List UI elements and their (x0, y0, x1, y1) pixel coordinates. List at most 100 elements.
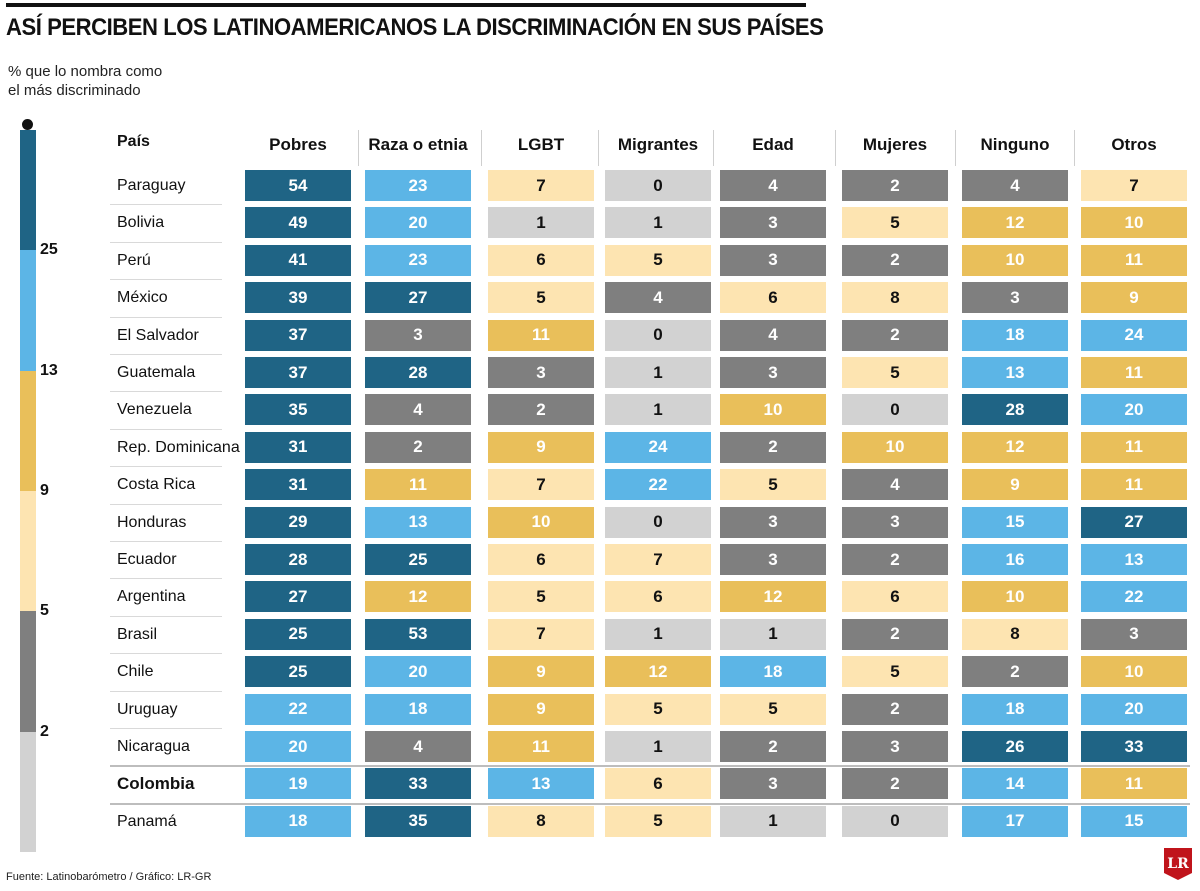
highlight-separator (110, 802, 1190, 805)
legend-segment (20, 250, 36, 371)
value-cell: 28 (962, 394, 1068, 426)
value-cell: 15 (962, 506, 1068, 538)
value-cell: 20 (1081, 394, 1187, 426)
value-cell: 35 (365, 805, 471, 837)
value-cell: 22 (605, 469, 711, 501)
legend-tick-label: 9 (40, 482, 49, 499)
value-cell: 13 (1081, 544, 1187, 575)
value-cell: 4 (720, 170, 826, 201)
value-cell: 3 (720, 244, 826, 276)
value-cell: 8 (842, 282, 948, 314)
value-cell: 29 (245, 506, 351, 538)
value-cell: 0 (605, 170, 711, 201)
country-label: Nicaragua (117, 738, 190, 755)
country-label: Uruguay (117, 700, 178, 718)
value-cell: 10 (488, 506, 594, 538)
value-cell: 18 (720, 656, 826, 688)
legend-segment (20, 611, 36, 732)
value-cell: 4 (842, 469, 948, 501)
value-cell: 9 (488, 431, 594, 463)
country-label: Chile (117, 663, 154, 681)
value-cell: 1 (605, 394, 711, 426)
chart-title: ASÍ PERCIBEN LOS LATINOAMERICANOS LA DIS… (6, 14, 824, 41)
legend-tick-label: 2 (40, 722, 49, 740)
country-label: Bolivia (117, 214, 165, 232)
value-cell: 25 (245, 618, 351, 650)
lr-logo: LR (1164, 848, 1192, 880)
row-separator (110, 204, 222, 206)
value-cell: 5 (605, 244, 711, 276)
value-cell: 10 (962, 244, 1068, 276)
row-separator (110, 428, 222, 430)
value-cell: 2 (842, 244, 948, 276)
value-cell: 22 (245, 693, 351, 725)
value-cell: 18 (245, 805, 351, 837)
column-header: Edad (752, 135, 794, 154)
value-cell: 25 (365, 544, 471, 575)
column-separator (598, 130, 599, 166)
value-cell: 18 (962, 319, 1068, 351)
country-label: Venezuela (117, 401, 192, 419)
legend-tick-label: 5 (40, 602, 49, 620)
value-cell: 9 (962, 469, 1068, 501)
value-cell: 27 (1081, 506, 1187, 538)
value-cell: 3 (720, 768, 826, 800)
country-label: El Salvador (117, 326, 199, 344)
legend-title-line1: % que lo nombra como (8, 63, 163, 80)
country-label: Rep. Dominicana (117, 438, 240, 456)
row-separator (110, 653, 222, 655)
row-separator (110, 241, 222, 243)
value-cell: 1 (488, 207, 594, 239)
value-cell: 12 (962, 207, 1068, 239)
value-cell: 26 (962, 731, 1068, 762)
value-cell: 31 (245, 431, 351, 463)
value-cell: 5 (605, 805, 711, 837)
value-cell: 10 (842, 431, 948, 463)
value-cell: 9 (488, 693, 594, 725)
value-cell: 8 (962, 618, 1068, 650)
value-cell: 15 (1081, 805, 1187, 837)
value-cell: 24 (1081, 319, 1187, 351)
value-cell: 20 (365, 207, 471, 239)
value-cell: 7 (605, 544, 711, 575)
column-header: LGBT (517, 135, 565, 154)
value-cell: 8 (488, 805, 594, 837)
row-separator (110, 354, 222, 355)
value-cell: 5 (605, 693, 711, 725)
legend-tick-label: 13 (40, 361, 58, 379)
value-cell: 0 (842, 805, 948, 837)
value-cell: 19 (245, 768, 351, 800)
value-cell: 2 (842, 768, 948, 800)
highlight-separator (110, 765, 1190, 768)
value-cell: 35 (245, 394, 351, 426)
value-cell: 3 (720, 207, 826, 239)
column-separator (1074, 130, 1075, 166)
value-cell: 5 (720, 693, 826, 725)
value-cell: 6 (488, 544, 594, 575)
value-cell: 7 (488, 469, 594, 501)
value-cell: 6 (720, 282, 826, 314)
value-cell: 25 (245, 656, 351, 688)
value-cell: 1 (605, 357, 711, 388)
legend-segment (20, 130, 36, 251)
value-cell: 3 (720, 506, 826, 538)
column-header-pais: País (117, 133, 150, 150)
country-label: Honduras (117, 513, 187, 531)
value-cell: 37 (245, 319, 351, 351)
value-cell: 49 (245, 207, 351, 239)
value-cell: 2 (962, 656, 1068, 688)
value-cell: 6 (488, 244, 594, 276)
value-cell: 14 (962, 768, 1068, 800)
value-cell: 4 (605, 282, 711, 314)
country-label: Brasil (117, 625, 158, 643)
value-cell: 16 (962, 544, 1068, 575)
value-cell: 11 (1081, 357, 1187, 388)
value-cell: 53 (365, 618, 471, 650)
value-cell: 37 (245, 357, 351, 388)
column-header: Mujeres (862, 135, 928, 154)
value-cell: 9 (1081, 282, 1187, 314)
value-cell: 3 (365, 319, 471, 351)
value-cell: 9 (488, 656, 594, 688)
value-cell: 0 (605, 506, 711, 538)
column-separator (835, 130, 836, 166)
